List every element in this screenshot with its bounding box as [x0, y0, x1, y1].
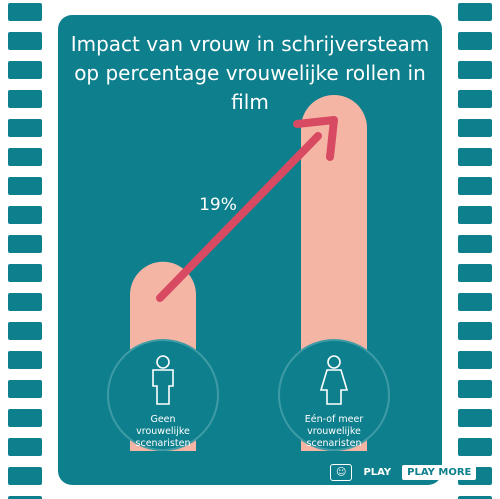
film-hole	[458, 351, 492, 369]
film-hole	[8, 467, 42, 485]
film-hole	[8, 380, 42, 398]
logo-icon: ☺	[330, 464, 353, 481]
film-hole	[8, 496, 42, 499]
icon-body	[152, 369, 174, 405]
film-hole	[458, 380, 492, 398]
person-icon	[319, 355, 349, 405]
film-hole	[8, 148, 42, 166]
logo: ☺ PLAY PLAY MORE	[330, 464, 477, 481]
film-hole	[8, 322, 42, 340]
film-hole	[458, 264, 492, 282]
annotation: 19%	[199, 195, 237, 215]
film-hole	[458, 119, 492, 137]
film-hole	[458, 90, 492, 108]
icon-head	[327, 355, 341, 369]
film-hole	[8, 119, 42, 137]
category-circle	[107, 339, 219, 451]
category-circle	[278, 339, 390, 451]
film-hole	[8, 351, 42, 369]
category-label: Eén-of meer vrouwelijke scenaristen	[304, 414, 364, 449]
film-hole	[458, 177, 492, 195]
film-hole	[8, 235, 42, 253]
film-hole	[8, 264, 42, 282]
film-strip	[8, 3, 492, 499]
film-hole	[8, 90, 42, 108]
arrow-head	[293, 116, 338, 161]
chart-title: Impact van vrouw in schrijversteam op pe…	[70, 32, 430, 114]
film-hole	[8, 32, 42, 50]
film-hole	[8, 177, 42, 195]
film-hole	[458, 148, 492, 166]
film-hole	[458, 235, 492, 253]
film-hole	[458, 61, 492, 79]
film-hole	[8, 409, 42, 427]
film-hole	[8, 438, 42, 456]
film-hole	[8, 293, 42, 311]
film-hole	[458, 206, 492, 224]
film-hole	[458, 3, 492, 21]
logo-text: PLAY MORE	[402, 465, 477, 480]
film-hole	[8, 206, 42, 224]
film-hole	[458, 438, 492, 456]
film-hole	[8, 61, 42, 79]
arrow	[156, 132, 322, 302]
film-hole	[8, 3, 42, 21]
category-label: Geen vrouwelijke scenaristen	[135, 414, 191, 449]
film-hole	[458, 322, 492, 340]
film-hole	[458, 32, 492, 50]
person-icon	[152, 355, 174, 405]
icon-head	[156, 355, 170, 369]
logo-text: PLAY	[363, 467, 392, 478]
film-hole	[458, 409, 492, 427]
film-hole	[458, 293, 492, 311]
film-hole	[458, 496, 492, 499]
icon-body	[319, 369, 349, 405]
